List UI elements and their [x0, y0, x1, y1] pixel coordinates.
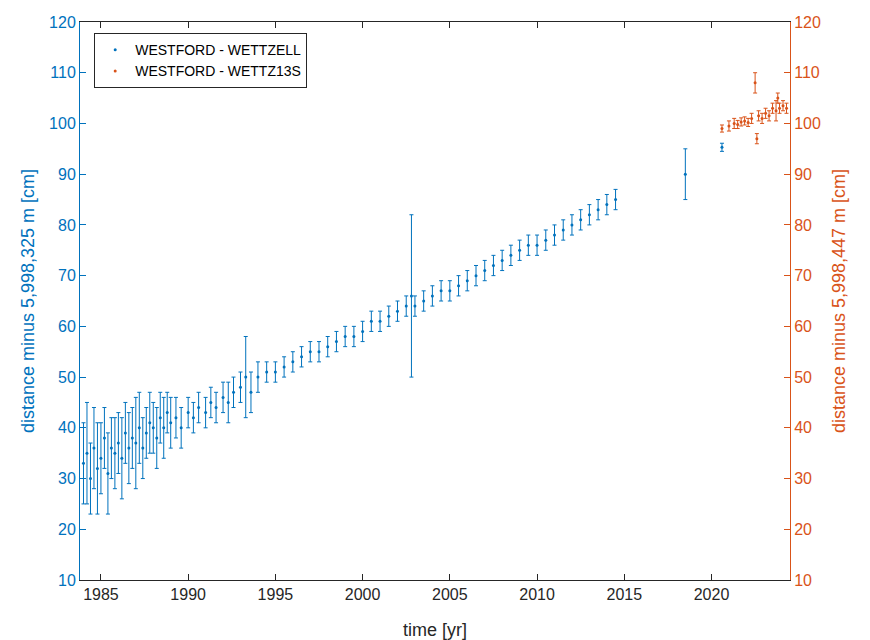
svg-text:2015: 2015 [606, 586, 642, 603]
svg-text:90: 90 [794, 166, 812, 183]
svg-text:50: 50 [794, 369, 812, 386]
svg-text:2020: 2020 [694, 586, 730, 603]
svg-text:100: 100 [794, 115, 821, 132]
svg-text:2010: 2010 [519, 586, 555, 603]
svg-text:100: 100 [49, 115, 76, 132]
svg-text:20: 20 [58, 521, 76, 538]
svg-text:distance minus 5,998,325 m [cm: distance minus 5,998,325 m [cm] [18, 169, 38, 433]
svg-text:60: 60 [794, 318, 812, 335]
svg-text:time [yr]: time [yr] [403, 620, 467, 640]
svg-text:40: 40 [794, 419, 812, 436]
svg-text:2005: 2005 [432, 586, 468, 603]
svg-text:80: 80 [794, 217, 812, 234]
svg-text:110: 110 [794, 64, 820, 81]
svg-text:80: 80 [58, 217, 76, 234]
svg-text:WESTFORD - WETTZELL: WESTFORD - WETTZELL [135, 42, 301, 58]
svg-text:1995: 1995 [258, 586, 294, 603]
svg-text:120: 120 [49, 14, 76, 31]
svg-text:60: 60 [58, 318, 76, 335]
svg-text:10: 10 [794, 572, 812, 589]
svg-text:30: 30 [58, 470, 76, 487]
svg-text:120: 120 [794, 14, 821, 31]
svg-text:20: 20 [794, 521, 812, 538]
svg-text:1985: 1985 [83, 586, 119, 603]
svg-text:50: 50 [58, 369, 76, 386]
svg-text:1990: 1990 [170, 586, 206, 603]
svg-text:30: 30 [794, 470, 812, 487]
svg-text:distance minus 5,998,447 m [cm: distance minus 5,998,447 m [cm] [829, 169, 849, 433]
svg-text:70: 70 [58, 267, 76, 284]
svg-text:70: 70 [794, 267, 812, 284]
svg-text:90: 90 [58, 166, 76, 183]
svg-text:40: 40 [58, 419, 76, 436]
svg-text:2000: 2000 [345, 586, 381, 603]
svg-text:10: 10 [58, 572, 76, 589]
svg-text:110: 110 [50, 64, 76, 81]
svg-text:WESTFORD - WETTZ13S: WESTFORD - WETTZ13S [135, 63, 301, 79]
